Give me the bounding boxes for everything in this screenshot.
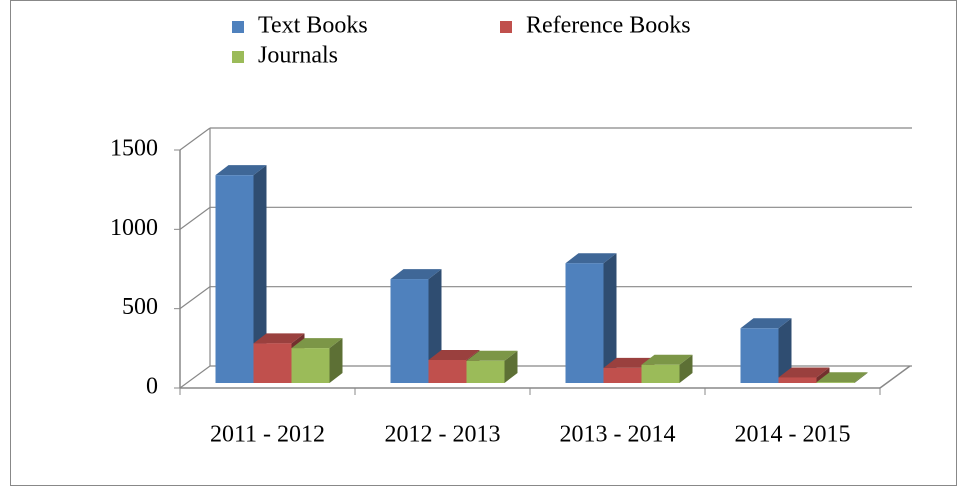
y-tick-label: 1000 bbox=[110, 215, 158, 241]
bar-top bbox=[466, 350, 518, 361]
bar-top bbox=[215, 165, 267, 176]
bar-front bbox=[390, 279, 429, 383]
bar-top bbox=[253, 333, 305, 344]
y-tick-label: 500 bbox=[122, 294, 158, 320]
bar bbox=[816, 372, 868, 383]
bar-side bbox=[679, 354, 693, 383]
x-tick-label: 2014 - 2015 bbox=[735, 422, 851, 448]
bar-front bbox=[641, 364, 680, 383]
bar-top bbox=[565, 253, 617, 264]
legend-swatch bbox=[232, 51, 244, 63]
grid-line bbox=[179, 127, 211, 151]
x-tick-label: 2011 - 2012 bbox=[210, 422, 325, 448]
bar-front bbox=[778, 377, 817, 383]
legend-swatch bbox=[500, 21, 512, 33]
bar-front bbox=[466, 360, 505, 383]
bar bbox=[215, 165, 267, 383]
grid-line bbox=[179, 206, 211, 230]
bar bbox=[565, 253, 617, 383]
bar-side bbox=[816, 367, 830, 383]
bar-top bbox=[641, 354, 693, 365]
bar-side bbox=[253, 165, 267, 383]
bar bbox=[291, 338, 343, 383]
legend-label: Text Books bbox=[258, 13, 368, 39]
bar-front bbox=[428, 359, 467, 383]
bar-front bbox=[816, 382, 855, 383]
bar-side bbox=[854, 372, 868, 383]
floor-edge bbox=[879, 365, 911, 389]
legend-label: Reference Books bbox=[526, 13, 691, 39]
bar bbox=[466, 350, 518, 383]
bar-top bbox=[816, 372, 868, 383]
bar-front bbox=[253, 343, 292, 383]
grid-line bbox=[179, 286, 211, 310]
x-tick-label: 2012 - 2013 bbox=[385, 422, 501, 448]
bar-front bbox=[740, 328, 779, 383]
bar bbox=[641, 354, 693, 383]
bar-side bbox=[504, 350, 518, 383]
bar-top bbox=[778, 367, 830, 378]
bar bbox=[390, 269, 442, 383]
y-tick-label: 0 bbox=[146, 374, 158, 400]
legend-label: Journals bbox=[258, 43, 338, 69]
bar-top bbox=[428, 349, 480, 360]
bar-top bbox=[390, 269, 442, 280]
bar-front bbox=[603, 367, 642, 383]
bar-side bbox=[778, 318, 792, 383]
bar bbox=[778, 367, 830, 383]
grid-line bbox=[179, 365, 211, 389]
legend-swatch bbox=[232, 21, 244, 33]
x-tick-label: 2013 - 2014 bbox=[560, 422, 676, 448]
bar-front bbox=[291, 348, 330, 383]
bar-side bbox=[603, 253, 617, 383]
chart-frame bbox=[10, 0, 957, 486]
bar-front bbox=[215, 175, 254, 383]
bar-side bbox=[329, 338, 343, 383]
y-tick-label: 1500 bbox=[110, 136, 158, 162]
bar-front bbox=[565, 263, 604, 383]
bar bbox=[740, 318, 792, 383]
bar-top bbox=[740, 318, 792, 329]
bar-top bbox=[291, 338, 343, 349]
